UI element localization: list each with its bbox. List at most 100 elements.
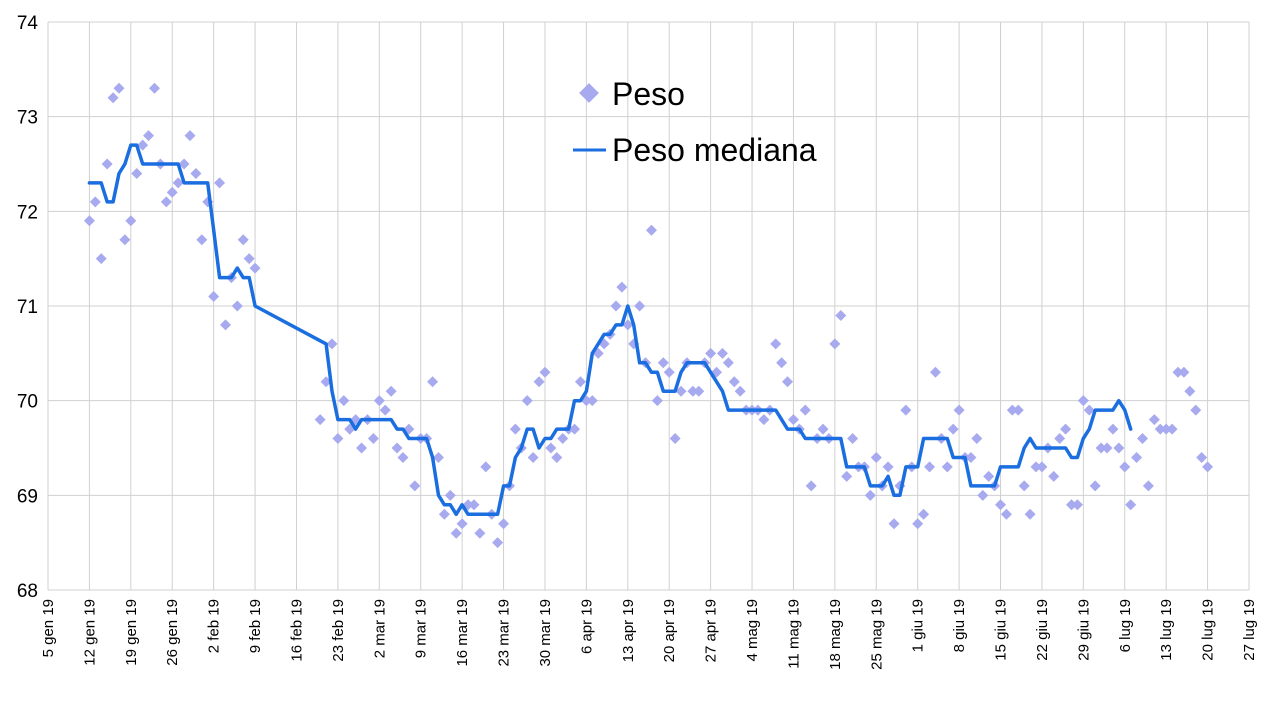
peso-point	[841, 470, 853, 482]
peso-point	[450, 527, 462, 539]
peso-point	[941, 461, 953, 473]
peso-point	[805, 480, 817, 492]
peso-point	[657, 357, 669, 369]
peso-point	[492, 537, 504, 549]
peso-point	[651, 395, 663, 407]
x-tick-label: 4 mag 19	[744, 599, 761, 662]
x-tick-label: 23 mar 19	[496, 599, 513, 667]
peso-point	[782, 376, 794, 388]
peso-point	[995, 499, 1007, 511]
peso-point	[498, 518, 510, 530]
legend: Peso Peso mediana	[573, 76, 817, 168]
peso-point	[728, 376, 740, 388]
x-tick-label: 30 mar 19	[537, 599, 554, 667]
y-tick-label: 73	[17, 108, 38, 129]
peso-point	[835, 309, 847, 321]
peso-point	[190, 167, 202, 179]
x-tick-label: 27 lug 19	[1241, 599, 1258, 661]
x-tick-label: 18 mag 19	[827, 599, 844, 670]
peso-point	[166, 186, 178, 198]
peso-point	[95, 253, 107, 265]
peso-point	[456, 518, 468, 530]
peso-point	[722, 357, 734, 369]
peso-point	[1024, 508, 1036, 520]
peso-point	[107, 92, 119, 104]
legend-marker-peso	[579, 83, 599, 103]
y-tick-label: 70	[17, 392, 38, 413]
peso-point	[509, 423, 521, 435]
peso-point	[983, 470, 995, 482]
peso-point	[569, 423, 581, 435]
peso-point	[645, 224, 657, 236]
peso-point	[521, 395, 533, 407]
peso-point	[663, 366, 675, 378]
peso-point	[137, 139, 149, 151]
y-tick-label: 68	[17, 581, 38, 602]
x-tick-label: 9 mar 19	[413, 599, 430, 658]
peso-point	[113, 82, 125, 94]
peso-point	[101, 158, 113, 170]
x-tick-label: 19 gen 19	[123, 599, 140, 666]
peso-point	[829, 338, 841, 350]
peso-point	[622, 319, 634, 331]
peso-point	[770, 338, 782, 350]
peso-point	[243, 253, 255, 265]
peso-point	[237, 234, 249, 246]
x-tick-label: 11 mag 19	[785, 599, 802, 669]
peso-point	[1083, 404, 1095, 416]
peso-point	[1018, 480, 1030, 492]
peso-point	[1101, 442, 1113, 454]
peso-point	[249, 262, 261, 274]
y-tick-label: 72	[17, 202, 38, 223]
peso-point	[1196, 451, 1208, 463]
peso-point	[1095, 442, 1107, 454]
peso-point	[551, 451, 563, 463]
peso-point	[539, 366, 551, 378]
peso-point	[864, 489, 876, 501]
peso-point	[1125, 499, 1137, 511]
peso-point	[977, 489, 989, 501]
peso-point	[693, 385, 705, 397]
peso-point	[675, 385, 687, 397]
peso-point	[326, 338, 338, 350]
x-tick-label: 20 lug 19	[1200, 599, 1217, 661]
peso-point	[1030, 461, 1042, 473]
peso-point	[817, 423, 829, 435]
peso-point	[314, 414, 326, 426]
x-tick-label: 16 feb 19	[288, 599, 305, 662]
peso-point	[1119, 461, 1131, 473]
peso-point	[799, 404, 811, 416]
peso-point	[219, 319, 231, 331]
peso-point	[444, 489, 456, 501]
peso-point	[574, 376, 586, 388]
peso-point	[184, 130, 196, 142]
y-tick-label: 71	[17, 297, 38, 318]
peso-point	[172, 177, 184, 189]
x-axis-tick-labels: 5 gen 19 12 gen 19 19 gen 19 26 gen 19 2 feb…	[40, 599, 1258, 670]
peso-point	[409, 480, 421, 492]
peso-point	[1000, 508, 1012, 520]
peso-point	[367, 433, 379, 445]
peso-point	[1148, 414, 1160, 426]
x-tick-label: 16 mar 19	[454, 599, 471, 667]
peso-point	[119, 234, 131, 246]
peso-point	[947, 423, 959, 435]
peso-point	[1202, 461, 1214, 473]
peso-point	[332, 433, 344, 445]
peso-point	[356, 442, 368, 454]
legend-label-peso: Peso	[612, 76, 685, 112]
peso-point	[1012, 404, 1024, 416]
peso-point	[1006, 404, 1018, 416]
peso-point	[214, 177, 226, 189]
peso-point	[882, 461, 894, 473]
x-tick-label: 1 giu 19	[910, 599, 927, 652]
peso-point	[527, 451, 539, 463]
peso-point	[1142, 480, 1154, 492]
peso-point	[687, 385, 699, 397]
peso-point	[1178, 366, 1190, 378]
peso-point	[379, 404, 391, 416]
peso-point	[148, 82, 160, 94]
y-tick-label: 74	[17, 13, 39, 34]
legend-label-peso-mediana: Peso mediana	[612, 132, 817, 168]
